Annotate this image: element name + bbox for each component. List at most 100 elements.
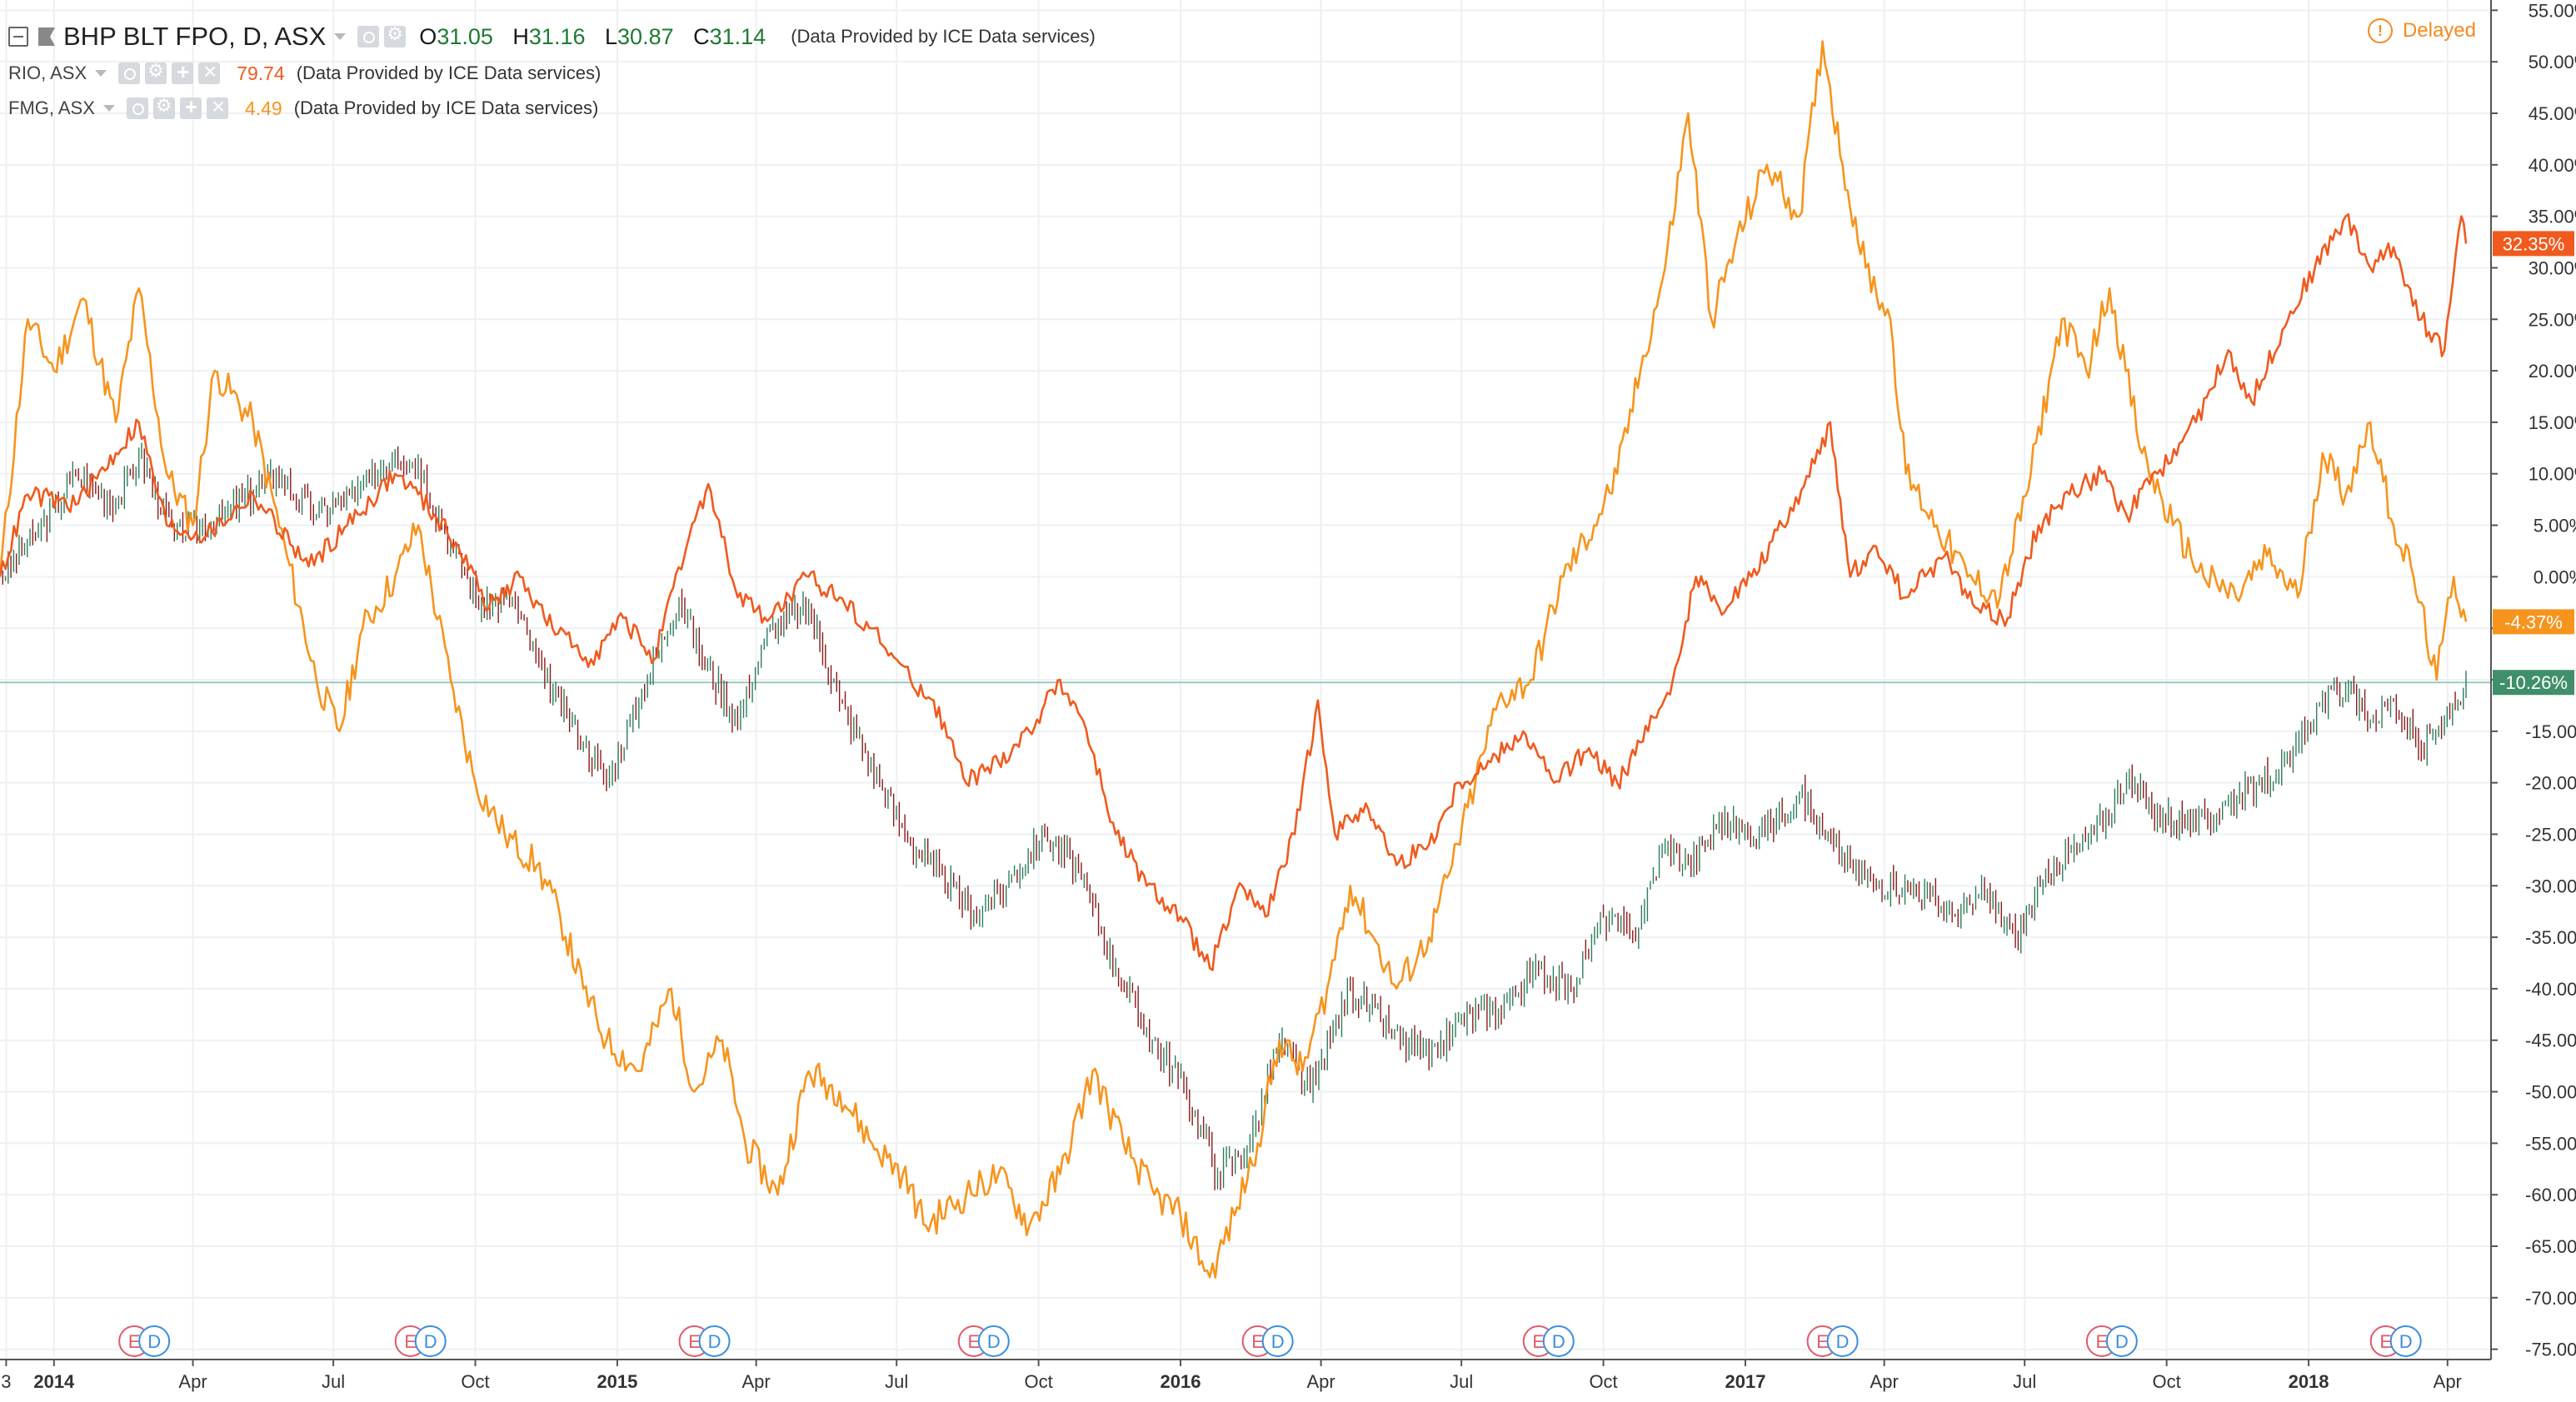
main-symbol[interactable]: BHP BLT FPO, D, ASX bbox=[63, 22, 327, 51]
y-tick-label: -65.00% bbox=[2525, 1236, 2576, 1257]
main-provider: (Data Provided by ICE Data services) bbox=[791, 26, 1096, 47]
event-marker-label[interactable]: D bbox=[1552, 1331, 1565, 1352]
event-marker-label[interactable]: E bbox=[1532, 1331, 1545, 1352]
last-value-badge-bg bbox=[2493, 231, 2574, 257]
y-tick-label: 30.00% bbox=[2529, 257, 2576, 278]
gear-icon[interactable] bbox=[384, 24, 407, 47]
series-lines bbox=[0, 40, 2468, 1279]
x-tick-label: 2015 bbox=[597, 1371, 637, 1392]
plus-icon[interactable] bbox=[172, 59, 194, 85]
gear-icon[interactable] bbox=[145, 61, 167, 84]
y-tick-label: 5.00% bbox=[2534, 516, 2576, 536]
event-marker-label[interactable]: E bbox=[688, 1331, 701, 1352]
event-marker-circle[interactable] bbox=[1542, 1325, 1575, 1357]
event-marker-circle[interactable] bbox=[2105, 1325, 2138, 1357]
plus-icon[interactable] bbox=[179, 94, 202, 120]
event-marker-label[interactable]: D bbox=[2115, 1331, 2129, 1352]
event-marker-label[interactable]: E bbox=[2379, 1331, 2392, 1352]
y-tick-label: -35.00% bbox=[2525, 927, 2576, 948]
delayed-status[interactable]: ! Delayed bbox=[2367, 18, 2476, 43]
eye-icon[interactable] bbox=[126, 97, 148, 119]
low-label: L bbox=[605, 23, 618, 49]
collapse-icon[interactable] bbox=[8, 27, 28, 47]
event-marker-circle[interactable] bbox=[977, 1325, 1010, 1357]
event-marker-label[interactable]: D bbox=[1836, 1331, 1850, 1352]
legend-fmg-row[interactable]: FMG, ASX 4.49 (Data Provided by ICE Data… bbox=[8, 92, 598, 125]
event-marker-label[interactable]: D bbox=[708, 1331, 721, 1352]
x-tick-label: Apr bbox=[742, 1371, 771, 1392]
event-marker-circle[interactable] bbox=[1261, 1325, 1294, 1357]
y-tick-label: -50.00% bbox=[2525, 1082, 2576, 1103]
event-marker-circle[interactable] bbox=[2389, 1325, 2422, 1357]
event-marker-label[interactable]: D bbox=[2399, 1331, 2413, 1352]
last-value-badge: 32.35% bbox=[2503, 233, 2565, 254]
y-tick-label: 55.00% bbox=[2529, 0, 2576, 21]
legend-main-row[interactable]: BHP BLT FPO, D, ASX O31.05 H31.16 L30.87… bbox=[8, 20, 1096, 53]
y-axis[interactable]: 55.00% 50.00% 45.00% 40.00% 35.00% 30.00% 25.0… bbox=[2490, 0, 2576, 1360]
y-tick-label: 50.00% bbox=[2529, 52, 2576, 72]
event-marker-circle[interactable] bbox=[698, 1325, 731, 1357]
x-tick-label: Oct bbox=[1024, 1371, 1052, 1392]
gear-icon[interactable] bbox=[152, 96, 175, 119]
high-value: 31.16 bbox=[528, 23, 586, 49]
rio-value: 79.74 bbox=[237, 62, 285, 84]
fmg-provider: (Data Provided by ICE Data services) bbox=[293, 97, 599, 118]
y-tick-label: 20.00% bbox=[2529, 361, 2576, 382]
event-marker-label[interactable]: D bbox=[424, 1331, 437, 1352]
event-marker-label[interactable]: E bbox=[2096, 1331, 2109, 1352]
chevron-down-icon[interactable] bbox=[95, 70, 107, 77]
last-value-badge-bg bbox=[2493, 609, 2574, 635]
event-marker-label[interactable]: D bbox=[1271, 1331, 1285, 1352]
chevron-down-icon[interactable] bbox=[334, 33, 347, 40]
series-fmg-line bbox=[0, 40, 2468, 1279]
y-tick-label: 15.00% bbox=[2529, 412, 2576, 433]
x-tick-label: Jul bbox=[322, 1371, 345, 1392]
y-tick-label: -75.00% bbox=[2525, 1340, 2576, 1360]
last-value-badge-bg bbox=[2493, 670, 2574, 696]
x-tick-label: Apr bbox=[2434, 1371, 2462, 1392]
y-tick-label: -45.00% bbox=[2525, 1030, 2576, 1051]
flag-icon[interactable] bbox=[38, 27, 55, 46]
series-bhp-candles bbox=[2, 442, 2467, 1190]
event-marker-label[interactable]: E bbox=[1816, 1331, 1829, 1352]
last-value-badge: -4.37% bbox=[2504, 611, 2563, 632]
x-tick-label: Jul bbox=[2013, 1371, 2036, 1392]
chevron-down-icon[interactable] bbox=[102, 105, 115, 112]
delayed-label[interactable]: Delayed bbox=[2402, 19, 2476, 42]
fmg-symbol[interactable]: FMG, ASX bbox=[8, 97, 95, 118]
x-tick-label: Jul bbox=[1450, 1371, 1473, 1392]
open-label: O bbox=[419, 23, 437, 49]
last-value-badges: 32.35% -4.37% -10.26% bbox=[2493, 231, 2574, 696]
x-tick-label: 2017 bbox=[1725, 1371, 1765, 1392]
x-tick-label: Oct bbox=[461, 1371, 489, 1392]
y-tick-label: -20.00% bbox=[2525, 773, 2576, 794]
eye-icon[interactable] bbox=[357, 26, 380, 47]
event-marker-label[interactable]: E bbox=[967, 1331, 980, 1352]
x-tick-label: 2018 bbox=[2289, 1371, 2329, 1392]
fmg-value: 4.49 bbox=[244, 97, 282, 119]
exclamation-circle-icon[interactable]: ! bbox=[2367, 18, 2393, 43]
close-icon[interactable] bbox=[206, 93, 228, 120]
event-marker-label[interactable]: D bbox=[147, 1331, 161, 1352]
open-value: 31.05 bbox=[437, 23, 493, 49]
y-tick-label: -30.00% bbox=[2525, 876, 2576, 896]
event-marker-circle[interactable] bbox=[138, 1325, 171, 1357]
event-marker-label[interactable]: E bbox=[1251, 1331, 1264, 1352]
close-label: C bbox=[693, 23, 710, 49]
event-marker-circle[interactable] bbox=[414, 1325, 447, 1357]
event-marker-label[interactable]: D bbox=[987, 1331, 1001, 1352]
x-tick-label: Apr bbox=[1306, 1371, 1335, 1392]
event-marker-circle[interactable] bbox=[1826, 1325, 1859, 1357]
y-tick-label: 40.00% bbox=[2529, 155, 2576, 176]
event-marker-label[interactable]: E bbox=[404, 1331, 417, 1352]
close-icon[interactable] bbox=[198, 58, 221, 85]
legend-rio-row[interactable]: RIO, ASX 79.74 (Data Provided by ICE Dat… bbox=[8, 57, 601, 90]
rio-symbol[interactable]: RIO, ASX bbox=[8, 62, 87, 83]
eye-icon[interactable] bbox=[118, 62, 141, 84]
x-axis[interactable]: 3 2014 Apr Jul Oct 2015 Apr Jul Oct 2016 Apr Jul Oct… bbox=[0, 1359, 2491, 1392]
close-value: 31.14 bbox=[709, 23, 766, 49]
event-marker-label[interactable]: E bbox=[128, 1331, 141, 1352]
y-tick-label: -55.00% bbox=[2525, 1133, 2576, 1154]
